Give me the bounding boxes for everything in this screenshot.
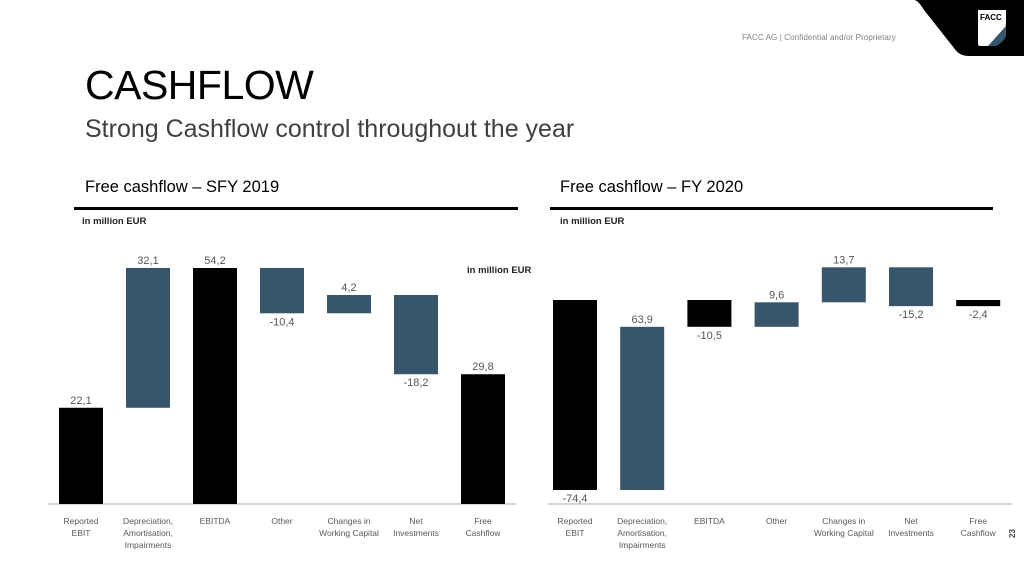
bar-free-cashflow: [461, 374, 505, 504]
page-number: 23: [1008, 529, 1017, 538]
confidential-notice: FACC AG | Confidential and/or Proprietar…: [742, 33, 896, 42]
unit-label-sfy2019: in million EUR: [82, 216, 147, 227]
bar-reported-ebit: [59, 407, 103, 504]
bar-depreciation-amortisation-impairments: [126, 268, 170, 408]
category-label: Reported: [558, 516, 593, 526]
value-label: -10,4: [269, 316, 294, 328]
bar-net-investments: [889, 267, 933, 307]
category-label: Changes in: [327, 516, 370, 526]
value-label: 54,2: [204, 255, 225, 267]
bar-depreciation-amortisation-impairments: [620, 326, 665, 490]
category-label: Working Capital: [814, 528, 874, 538]
category-label: Impairments: [125, 540, 172, 550]
category-label: EBITDA: [694, 516, 725, 526]
category-label: EBITDA: [200, 516, 231, 526]
category-label: Net: [904, 516, 918, 526]
chart-0: 22,1 Reported EBIT 32,1 Depreciation, Amortis…: [48, 255, 516, 550]
chart-title-fy2020: Free cashflow – FY 2020: [560, 178, 744, 196]
page-subtitle: Strong Cashflow control throughout the y…: [85, 115, 575, 143]
value-label: -2,4: [969, 309, 988, 321]
value-label: 32,1: [137, 255, 158, 267]
bar-other: [260, 268, 304, 314]
category-label: Cashflow: [961, 528, 997, 538]
category-label: EBIT: [72, 528, 91, 538]
corner-logo-banner: FACC: [914, 0, 1024, 56]
chart-1: -74,4 Reported EBIT 63,9 Depreciation, Amorti…: [548, 254, 1012, 550]
category-label: Investments: [888, 528, 934, 538]
unit-label-extra-sfy2019: in million EUR: [467, 265, 532, 276]
bar-net-investments: [394, 294, 438, 375]
bar-free-cashflow: [956, 300, 1001, 307]
value-label: 13,7: [833, 254, 854, 266]
category-label: Cashflow: [466, 528, 502, 538]
category-label: Net: [409, 516, 423, 526]
category-label: Impairments: [619, 540, 666, 550]
unit-label-fy2020: in million EUR: [560, 216, 625, 227]
title-rule-sfy2019: [74, 207, 518, 210]
bar-other: [754, 302, 799, 327]
title-rule-fy2020: [550, 207, 993, 210]
value-label: -10,5: [697, 330, 722, 342]
category-label: Depreciation,: [123, 516, 173, 526]
bar-ebitda: [193, 268, 237, 504]
value-label: -74,4: [562, 493, 587, 505]
category-label: Amortisation,: [617, 528, 667, 538]
logo-text: FACC: [980, 13, 1002, 22]
value-label: 4,2: [341, 282, 356, 294]
bar-changes-in-working-capital: [821, 267, 866, 303]
category-label: Other: [766, 516, 787, 526]
bar-reported-ebit: [553, 300, 597, 490]
category-label: Other: [271, 516, 292, 526]
value-label: 63,9: [631, 314, 652, 326]
category-label: Free: [474, 516, 492, 526]
page-title: CASHFLOW: [85, 62, 314, 108]
value-label: -15,2: [898, 309, 923, 321]
category-label: EBIT: [566, 528, 585, 538]
category-label: Depreciation,: [617, 516, 667, 526]
value-label: -18,2: [403, 377, 428, 389]
value-label: 29,8: [472, 361, 493, 373]
value-label: 22,1: [70, 395, 91, 407]
bar-ebitda: [687, 300, 732, 327]
category-label: Reported: [64, 516, 99, 526]
category-label: Investments: [393, 528, 439, 538]
value-label: 9,6: [769, 289, 784, 301]
category-label: Working Capital: [319, 528, 379, 538]
category-label: Changes in: [822, 516, 865, 526]
category-label: Free: [969, 516, 987, 526]
bar-changes-in-working-capital: [327, 294, 371, 314]
chart-title-sfy2019: Free cashflow – SFY 2019: [85, 178, 280, 196]
category-label: Amortisation,: [123, 528, 173, 538]
